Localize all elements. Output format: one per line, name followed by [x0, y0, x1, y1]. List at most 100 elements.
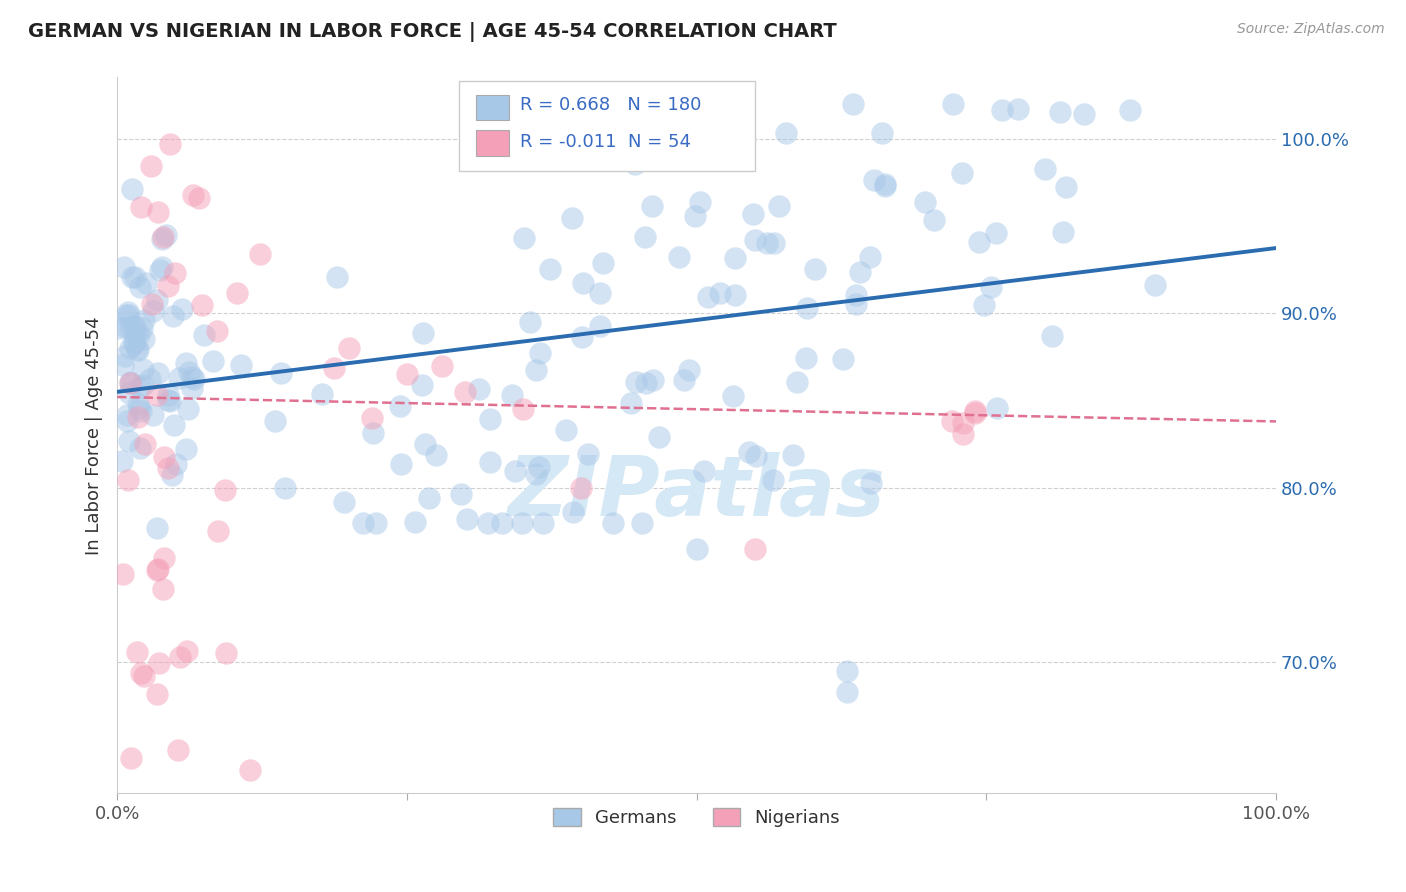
- Text: Source: ZipAtlas.com: Source: ZipAtlas.com: [1237, 22, 1385, 37]
- Point: [124, 269, 146, 284]
- Point: [589, 318, 612, 333]
- Point: [332, 495, 354, 509]
- Point: [120, 376, 142, 390]
- Point: [225, 285, 247, 300]
- Point: [146, 293, 169, 308]
- Point: [146, 205, 169, 219]
- Point: [159, 136, 181, 151]
- Point: [127, 343, 149, 358]
- Point: [620, 396, 643, 410]
- Point: [592, 256, 614, 270]
- Point: [139, 159, 162, 173]
- Point: [352, 516, 374, 530]
- Point: [561, 504, 583, 518]
- Point: [114, 349, 136, 363]
- Point: [239, 764, 262, 778]
- Point: [804, 262, 827, 277]
- Point: [454, 384, 477, 399]
- Point: [270, 367, 292, 381]
- Point: [169, 371, 191, 385]
- Point: [111, 358, 134, 372]
- Point: [849, 265, 872, 279]
- Point: [531, 516, 554, 530]
- Point: [152, 229, 174, 244]
- Point: [134, 669, 156, 683]
- Point: [263, 414, 285, 428]
- Point: [1007, 103, 1029, 117]
- Point: [181, 188, 204, 202]
- Point: [491, 516, 513, 530]
- Point: [678, 363, 700, 377]
- Point: [624, 375, 647, 389]
- Point: [941, 414, 963, 428]
- Text: R = 0.668   N = 180: R = 0.668 N = 180: [520, 96, 702, 114]
- Point: [411, 378, 433, 392]
- Legend: Germans, Nigerians: Germans, Nigerians: [546, 801, 846, 834]
- Point: [860, 475, 883, 490]
- Point: [973, 298, 995, 312]
- Point: [153, 551, 176, 566]
- Point: [561, 211, 583, 225]
- Point: [150, 260, 173, 275]
- Point: [450, 487, 472, 501]
- Point: [191, 297, 214, 311]
- Point: [737, 445, 759, 459]
- Point: [914, 194, 936, 209]
- Point: [127, 397, 149, 411]
- Point: [404, 515, 426, 529]
- Point: [478, 455, 501, 469]
- Point: [986, 401, 1008, 416]
- Point: [624, 157, 647, 171]
- Point: [873, 177, 896, 191]
- Point: [683, 210, 706, 224]
- Point: [364, 516, 387, 530]
- Point: [412, 326, 434, 340]
- Point: [503, 464, 526, 478]
- Point: [837, 664, 859, 678]
- Point: [519, 315, 541, 329]
- Point: [274, 481, 297, 495]
- Point: [859, 251, 882, 265]
- Point: [115, 414, 138, 428]
- Point: [602, 516, 624, 530]
- Point: [205, 324, 228, 338]
- Point: [572, 276, 595, 290]
- Point: [146, 388, 169, 402]
- Point: [121, 182, 143, 196]
- Point: [180, 382, 202, 396]
- Point: [689, 195, 711, 210]
- Point: [569, 96, 592, 111]
- Point: [114, 319, 136, 334]
- Point: [963, 406, 986, 420]
- Point: [165, 266, 187, 280]
- Point: [477, 516, 499, 530]
- Point: [152, 582, 174, 596]
- Point: [875, 178, 897, 193]
- Point: [413, 437, 436, 451]
- Point: [1049, 105, 1071, 120]
- Point: [153, 450, 176, 465]
- Point: [129, 442, 152, 456]
- Point: [176, 401, 198, 416]
- Point: [111, 454, 134, 468]
- Point: [467, 382, 489, 396]
- Point: [337, 341, 360, 355]
- Point: [120, 321, 142, 335]
- Point: [673, 373, 696, 387]
- Point: [322, 361, 344, 376]
- Point: [115, 308, 138, 322]
- Point: [1040, 329, 1063, 343]
- Point: [141, 297, 163, 311]
- Point: [1033, 162, 1056, 177]
- Point: [124, 318, 146, 333]
- Point: [512, 516, 534, 530]
- Point: [1073, 106, 1095, 120]
- Point: [179, 366, 201, 380]
- Point: [121, 269, 143, 284]
- Point: [142, 303, 165, 318]
- Point: [134, 437, 156, 451]
- Point: [202, 354, 225, 368]
- Text: R = -0.011  N = 54: R = -0.011 N = 54: [520, 133, 692, 151]
- Point: [950, 166, 973, 180]
- Point: [162, 309, 184, 323]
